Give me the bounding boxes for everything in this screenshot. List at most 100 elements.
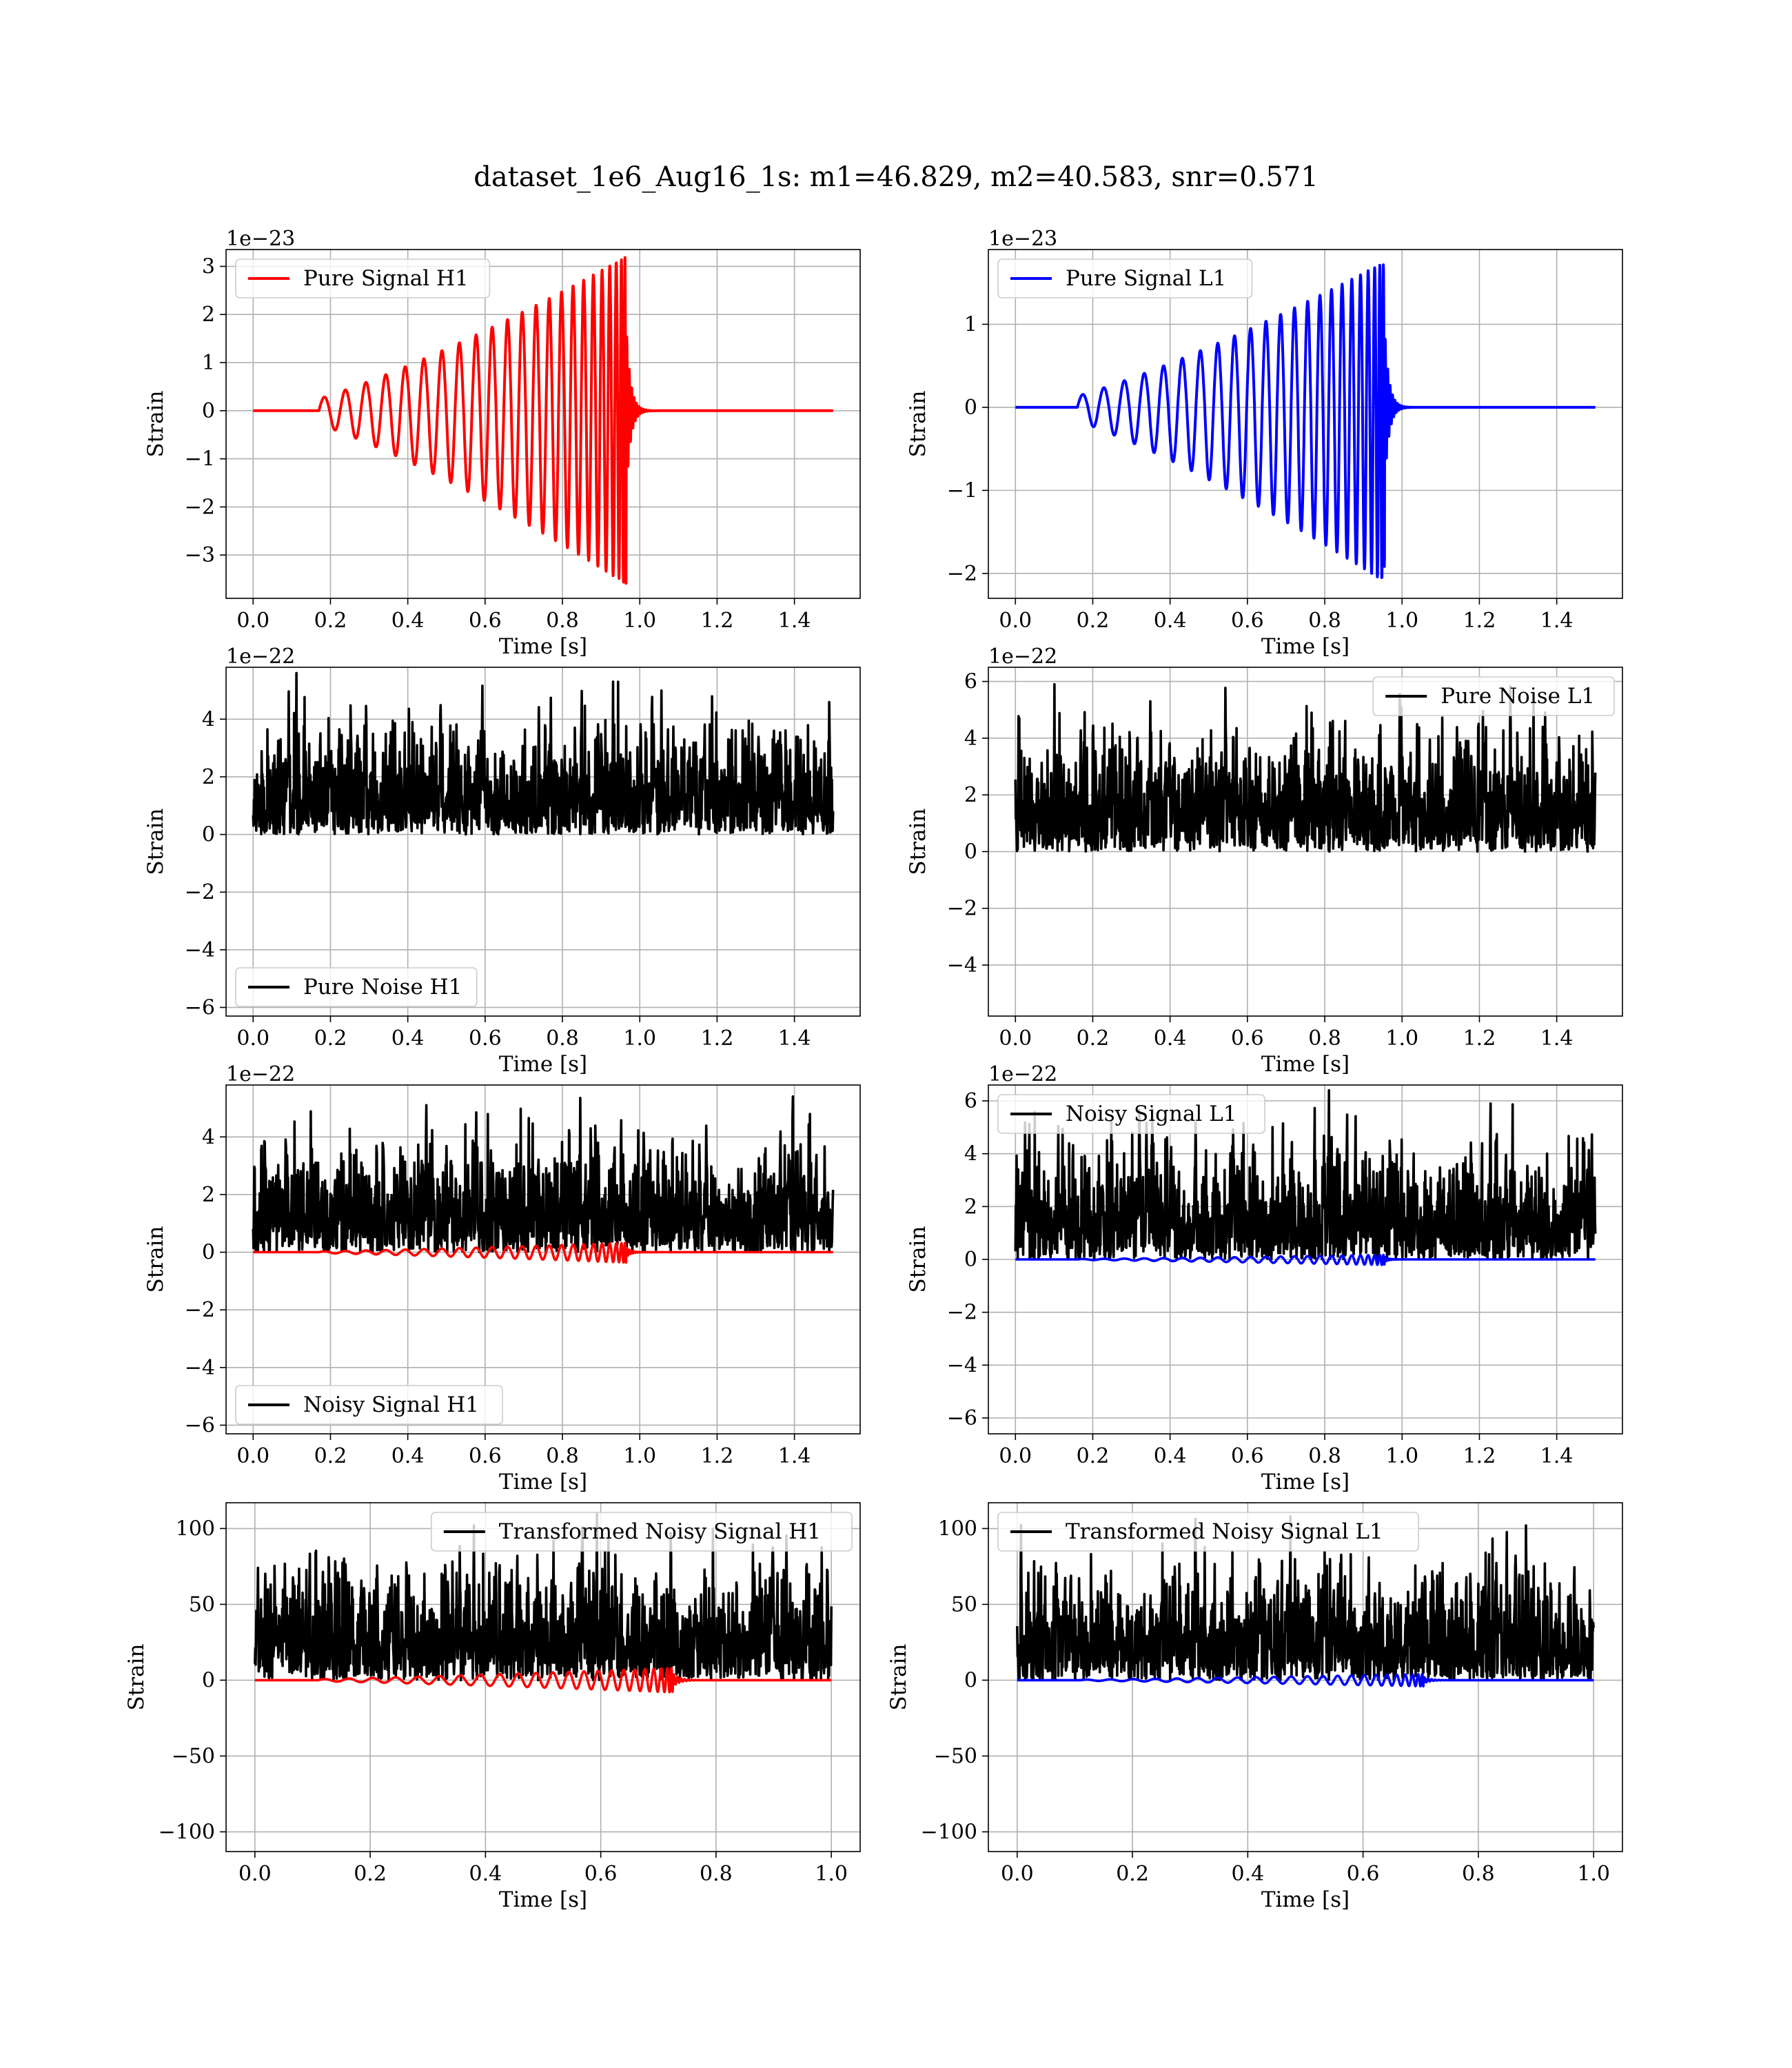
subplot-pure-signal-l1: 0.0 0.2 0.4 0.6 0.8 1.0 1.2 1.4 −2 −1 0 1 Time [s] St…: [906, 227, 1623, 659]
legend-label: Noisy Signal H1: [303, 1392, 479, 1417]
subplot-transformed-noisy-signal-l1: 0.0 0.2 0.4 0.6 0.8 1.0 −100 −50 0 50 100 Time [s] S…: [886, 1502, 1623, 1912]
subplot-noisy-signal-h1: 0.0 0.2 0.4 0.6 0.8 1.0 1.2 1.4 −6 −4 −2 0 2 4 Time [s…: [143, 1062, 861, 1494]
x-tick-label: 1.4: [778, 609, 811, 633]
x-tick-label: 0.0: [236, 1026, 269, 1051]
x-tick-label: 0.8: [1308, 609, 1341, 633]
x-tick-label: 0.6: [1231, 1026, 1264, 1051]
legend-label: Noisy Signal L1: [1066, 1102, 1237, 1126]
x-tick-label: 1.0: [623, 1444, 656, 1468]
series-line-pure-noise-h1: [252, 671, 835, 836]
x-axis-label: Time [s]: [1261, 1470, 1350, 1494]
subplot-pure-signal-h1: 0.0 0.2 0.4 0.6 0.8 1.0 1.2 1.4 −3 −2 −1 0 1 2 3 Time […: [143, 227, 861, 659]
x-tick-label: 0.2: [314, 1444, 347, 1468]
legend-label: Transformed Noisy Signal H1: [499, 1519, 821, 1544]
legend-label: Pure Signal L1: [1066, 266, 1226, 291]
axes-frame: [988, 249, 1623, 599]
y-tick-label: −6: [185, 995, 215, 1020]
axes-frame: [225, 1502, 861, 1852]
y-axis-label: Strain: [143, 809, 168, 875]
x-tick-label: 1.4: [778, 1026, 811, 1051]
legend: Pure Noise H1: [235, 967, 478, 1007]
x-tick-label: 1.0: [1577, 1862, 1610, 1886]
y-tick-label: −6: [185, 1413, 215, 1437]
y-tick-label: 2: [202, 765, 215, 789]
x-tick-label: 0.8: [546, 609, 579, 633]
y-offset-label: 1e−22: [226, 1062, 295, 1086]
series-line-transformed-noisy-signal-l1: [1016, 1515, 1595, 1682]
x-tick-label: 0.6: [469, 1444, 502, 1468]
axes-frame: [225, 249, 861, 599]
x-tick-label: 1.4: [778, 1444, 811, 1468]
x-tick-label: 0.4: [1232, 1862, 1265, 1886]
y-tick-label: 4: [202, 1125, 215, 1149]
x-tick-label: 1.2: [1463, 609, 1496, 633]
axes-frame: [225, 1084, 861, 1435]
x-tick-label: 0.8: [1308, 1026, 1341, 1051]
y-offset-label: 1e−22: [988, 1062, 1057, 1086]
legend: Transformed Noisy Signal H1: [430, 1512, 853, 1552]
y-tick-label: −2: [185, 1298, 215, 1322]
y-tick-label: −2: [185, 495, 215, 519]
series-line-noisy-signal-l1: [1014, 1088, 1597, 1261]
y-offset-label: 1e−23: [988, 227, 1057, 251]
x-tick-label: 0.0: [999, 1444, 1032, 1468]
axes-frame: [988, 1502, 1623, 1852]
y-tick-label: −2: [947, 562, 977, 586]
x-tick-label: 0.8: [1308, 1444, 1341, 1468]
y-tick-label: 4: [964, 727, 977, 751]
x-tick-label: 0.4: [391, 1026, 425, 1051]
x-tick-label: 1.4: [1540, 1444, 1574, 1468]
x-tick-label: 1.0: [815, 1862, 848, 1886]
y-offset-label: 1e−23: [226, 227, 295, 251]
x-tick-label: 0.4: [391, 609, 425, 633]
y-tick-label: −6: [947, 1406, 977, 1430]
legend: Noisy Signal L1: [997, 1094, 1265, 1134]
legend: Pure Signal H1: [235, 258, 491, 298]
series-line-transformed-noisy-signal-h1-overlay-1: [254, 1667, 833, 1694]
x-tick-label: 0.2: [1077, 1444, 1110, 1468]
legend-box: [430, 1512, 853, 1552]
x-tick-label: 0.8: [700, 1862, 733, 1886]
x-axis-label: Time [s]: [1261, 634, 1350, 659]
y-axis-label: Strain: [906, 1226, 930, 1293]
y-tick-label: −4: [947, 1353, 977, 1377]
x-tick-label: 0.4: [1154, 1026, 1187, 1051]
y-tick-label: −4: [185, 1356, 215, 1380]
y-tick-label: 50: [189, 1592, 215, 1616]
x-tick-label: 0.2: [354, 1862, 387, 1886]
y-offset-label: 1e−22: [988, 645, 1057, 669]
x-tick-label: 0.8: [1462, 1862, 1495, 1886]
legend-box: [997, 258, 1253, 298]
legend-label: Pure Signal H1: [303, 266, 469, 291]
y-offset-label: 1e−22: [226, 645, 295, 669]
axes-frame: [225, 667, 861, 1017]
y-tick-label: 4: [964, 1142, 977, 1166]
y-tick-label: 2: [202, 303, 215, 327]
x-tick-label: 0.6: [584, 1862, 618, 1886]
legend: Pure Signal L1: [997, 258, 1253, 298]
x-axis-label: Time [s]: [499, 1052, 587, 1077]
x-tick-label: 0.2: [1077, 1026, 1110, 1051]
legend-label: Pure Noise L1: [1440, 684, 1595, 709]
x-axis-label: Time [s]: [1261, 1052, 1350, 1077]
y-tick-label: −50: [172, 1744, 215, 1768]
subplot-noisy-signal-l1: 0.0 0.2 0.4 0.6 0.8 1.0 1.2 1.4 −6 −4 −2 0 2 4 6 Time […: [906, 1062, 1623, 1494]
y-axis-label: Strain: [124, 1644, 149, 1711]
y-tick-label: 50: [951, 1592, 977, 1616]
series-line-pure-signal-h1: [253, 256, 835, 585]
x-tick-label: 1.4: [1540, 1026, 1574, 1051]
series-line-noisy-signal-h1: [252, 1095, 835, 1254]
y-axis-label: Strain: [906, 809, 930, 875]
y-tick-label: −100: [159, 1820, 215, 1844]
y-tick-label: −3: [185, 543, 215, 567]
x-tick-label: 0.2: [314, 1026, 347, 1051]
x-tick-label: 0.2: [314, 609, 347, 633]
series-line-noisy-signal-l1-overlay-1: [1015, 1253, 1597, 1266]
series-line-pure-noise-l1: [1014, 682, 1597, 853]
x-tick-label: 1.2: [701, 1444, 734, 1468]
series-line-noisy-signal-h1-overlay-1: [253, 1241, 835, 1264]
legend-label: Transformed Noisy Signal L1: [1066, 1519, 1383, 1544]
y-tick-label: 0: [202, 1241, 215, 1265]
subplot-pure-noise-l1: 0.0 0.2 0.4 0.6 0.8 1.0 1.2 1.4 −4 −2 0 2 4 6 Time [s]…: [906, 645, 1623, 1077]
